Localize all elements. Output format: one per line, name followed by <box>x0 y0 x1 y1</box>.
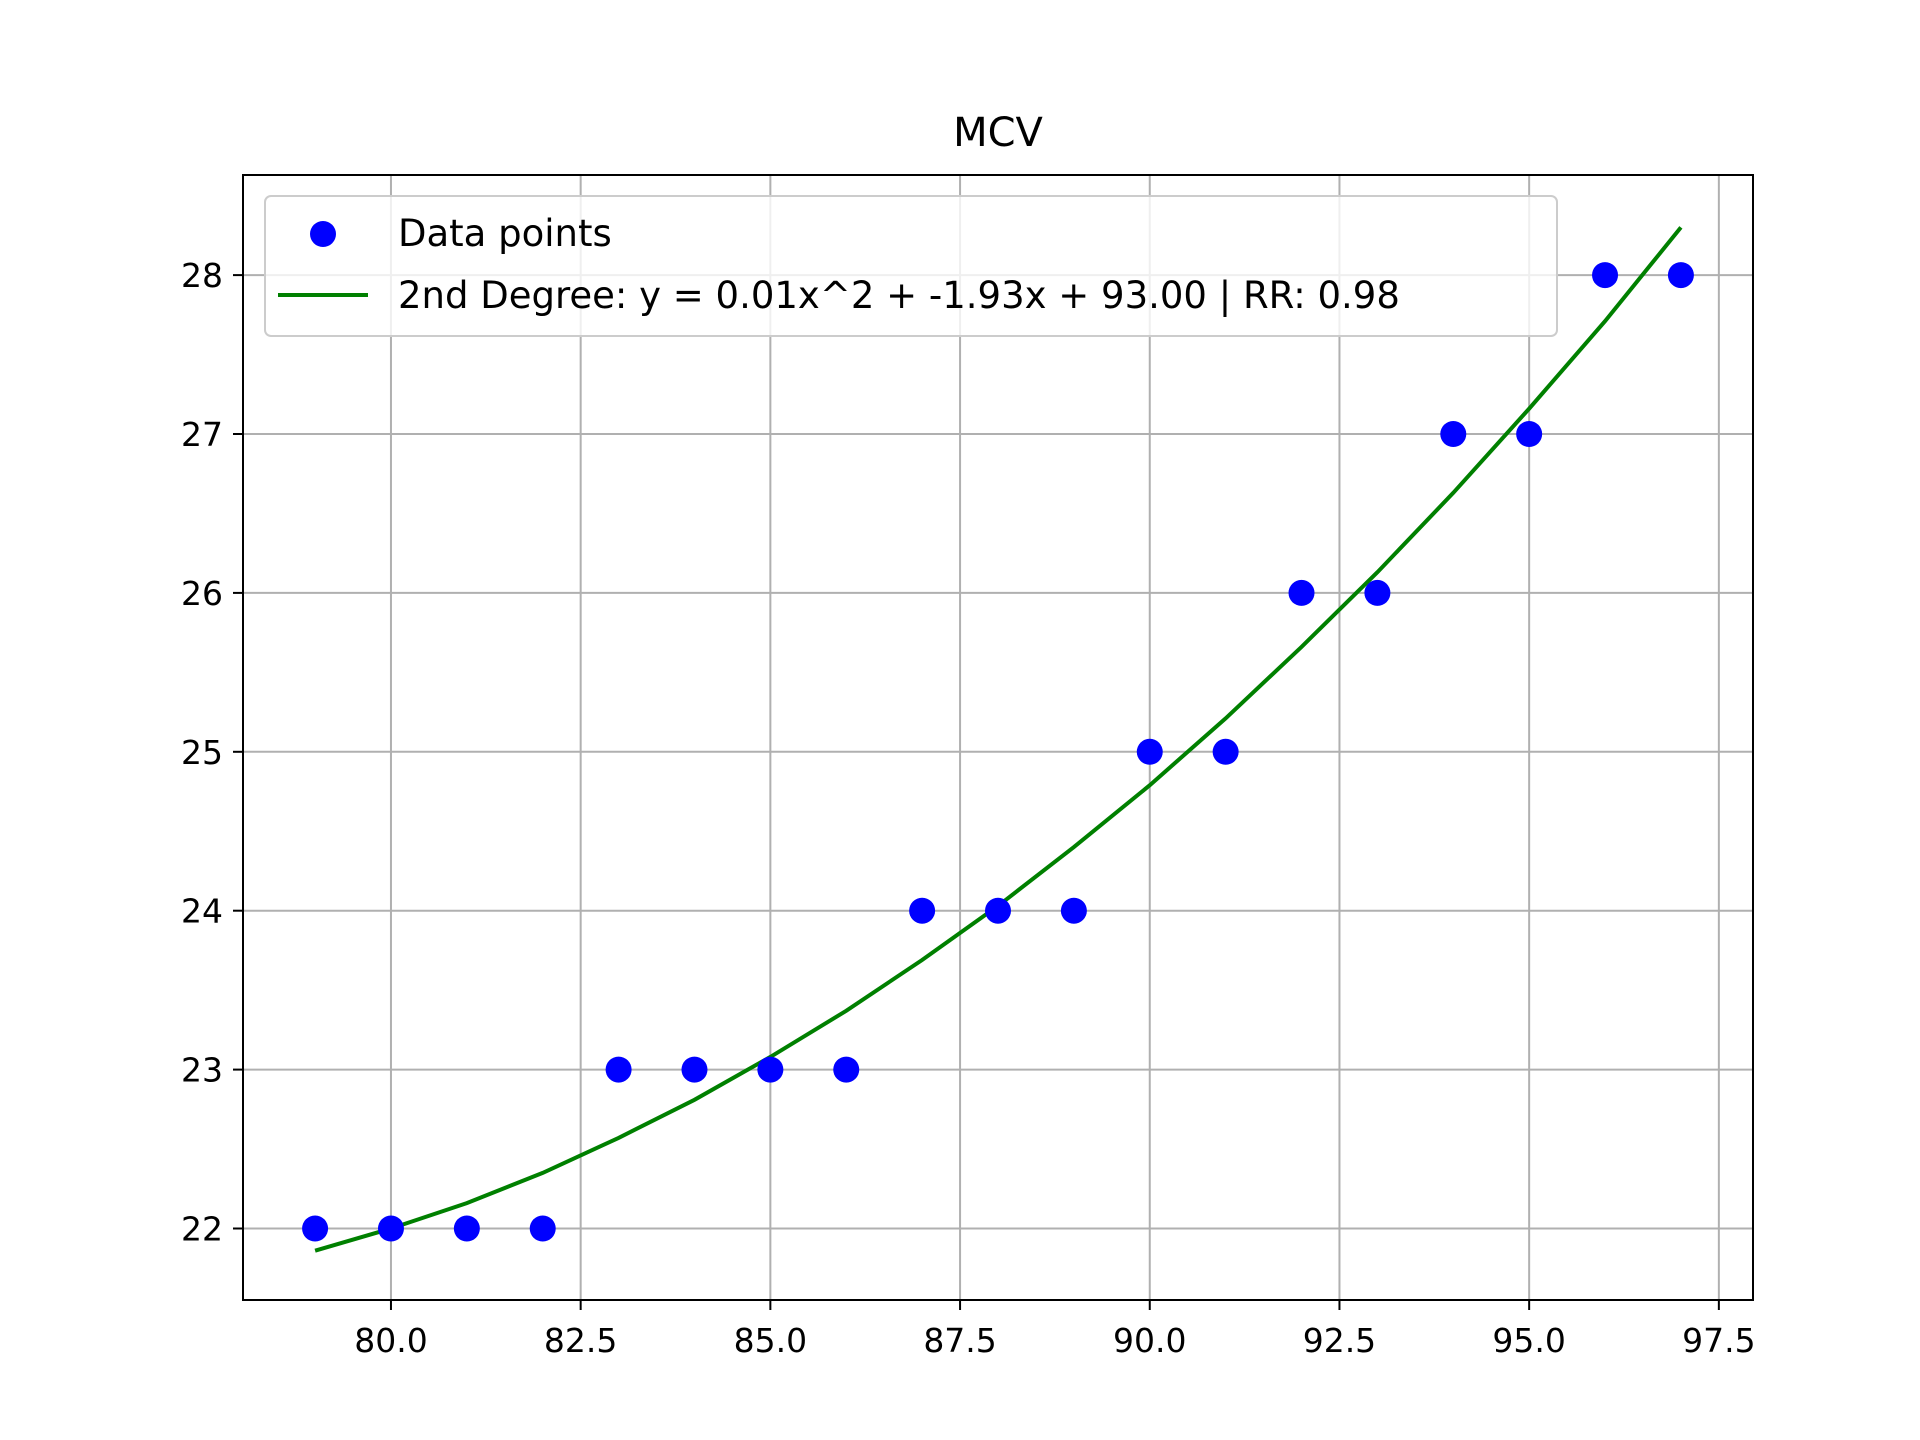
data-point <box>302 1215 329 1242</box>
data-point <box>1667 262 1694 289</box>
legend: Data points 2nd Degree: y = 0.01x^2 + -1… <box>264 195 1558 337</box>
data-point <box>1440 421 1467 448</box>
plot-area-frame <box>242 174 1754 1301</box>
data-point <box>1060 897 1087 924</box>
legend-label-fit-line: 2nd Degree: y = 0.01x^2 + -1.93x + 93.00… <box>398 274 1400 317</box>
legend-label-data-points: Data points <box>398 212 612 255</box>
legend-box <box>264 195 1558 337</box>
x-tick-label: 85.0 <box>734 1321 807 1360</box>
x-tick-label: 87.5 <box>923 1321 996 1360</box>
data-point <box>1364 579 1391 606</box>
x-tick-label: 92.5 <box>1303 1321 1376 1360</box>
data-point <box>1592 262 1619 289</box>
data-point <box>681 1056 708 1083</box>
data-point <box>757 1056 784 1083</box>
data-point <box>1136 738 1163 765</box>
y-tick-label: 22 <box>181 1209 223 1248</box>
data-point <box>909 897 936 924</box>
x-tick-label: 97.5 <box>1682 1321 1755 1360</box>
data-point <box>377 1215 404 1242</box>
data-point <box>453 1215 480 1242</box>
axis-ticks: 80.0 82.5 85.0 87.5 90.0 92.5 95.0 97.5 22 23 24 25… <box>181 256 1756 1360</box>
data-point <box>605 1056 632 1083</box>
x-tick-label: 82.5 <box>544 1321 617 1360</box>
y-tick-label: 23 <box>181 1051 223 1090</box>
data-point <box>1516 421 1543 448</box>
data-point <box>1288 579 1315 606</box>
x-tick-label: 90.0 <box>1113 1321 1186 1360</box>
data-points-layer <box>302 262 1694 1242</box>
legend-marker-data-points <box>310 221 336 247</box>
y-tick-label: 24 <box>181 892 223 931</box>
data-point <box>833 1056 860 1083</box>
y-tick-label: 25 <box>181 733 223 772</box>
y-tick-label: 27 <box>181 415 223 454</box>
data-point <box>985 897 1011 924</box>
chart-title: MCV <box>953 110 1043 156</box>
data-point <box>1212 738 1239 765</box>
x-tick-label: 80.0 <box>354 1321 427 1360</box>
y-tick-label: 28 <box>181 256 223 295</box>
x-tick-label: 95.0 <box>1492 1321 1565 1360</box>
y-tick-label: 26 <box>181 574 223 613</box>
data-point <box>529 1215 556 1242</box>
